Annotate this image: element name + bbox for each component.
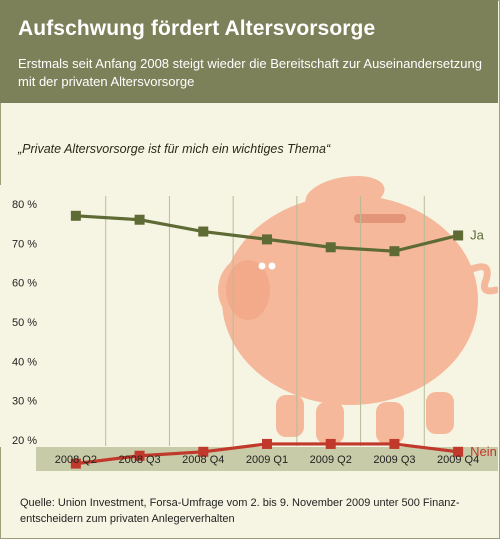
x-tick-label: 2009 Q4: [437, 454, 479, 466]
header-banner: Aufschwung fördert Altersvorsorge Erstma…: [0, 0, 498, 103]
data-point-ja: [134, 214, 145, 225]
data-point-nein: [389, 438, 400, 449]
y-tick-label: 70 %: [12, 238, 37, 250]
piggy-bank-illustration: [218, 175, 498, 444]
y-tick-label: 30 %: [12, 396, 37, 408]
data-point-nein: [325, 438, 336, 449]
piggy-tail: [466, 263, 498, 295]
piggy-eye-right: [268, 262, 276, 270]
piggy-leg: [276, 395, 304, 437]
x-tick-label: 2008 Q4: [182, 454, 224, 466]
data-point-ja: [198, 226, 209, 237]
data-point-nein: [70, 458, 81, 469]
x-tick-label: 2008 Q3: [118, 454, 160, 466]
x-tick-label: 2009 Q1: [246, 454, 288, 466]
y-tick-label: 40 %: [12, 356, 37, 368]
chart-quote: „Private Altersvorsorge ist für mich ein…: [18, 142, 331, 156]
y-tick-label: 80 %: [12, 199, 37, 211]
x-tick-label: 2008 Q2: [55, 454, 97, 466]
data-point-ja: [262, 234, 272, 245]
series-label-nein: Nein: [470, 444, 497, 459]
data-point-nein: [453, 446, 464, 457]
x-tick-label: 2009 Q2: [310, 454, 352, 466]
gridlines: [105, 196, 425, 446]
page-subtitle: Erstmals seit Anfang 2008 steigt wieder …: [18, 56, 482, 89]
piggy-leg: [376, 402, 404, 444]
series-labels: Ja Nein: [470, 227, 497, 458]
y-tick-label: 60 %: [12, 278, 37, 290]
series-lines: [70, 210, 464, 469]
y-axis-ticks: 80 % 70 % 60 % 50 % 40 % 30 % 20 %: [12, 199, 37, 447]
piggy-ear: [305, 175, 385, 215]
data-point-nein: [134, 450, 145, 461]
y-tick-label: 20 %: [12, 435, 37, 447]
piggy-leg: [426, 392, 454, 434]
piggy-leg: [316, 402, 344, 444]
x-axis-ticks: 2008 Q2 2008 Q3 2008 Q4 2009 Q1 2009 Q2 2009 …: [55, 454, 479, 466]
piggy-eye-left: [258, 262, 266, 270]
data-point-ja: [70, 210, 81, 221]
y-tick-label: 50 %: [12, 317, 37, 329]
x-tick-label: 2009 Q3: [373, 454, 415, 466]
data-point-ja: [389, 246, 400, 257]
piggy-snout-shade: [226, 260, 270, 320]
data-point-ja: [325, 242, 336, 253]
source-note: Quelle: Union Investment, Forsa-Umfrage …: [20, 497, 460, 525]
data-point-nein: [262, 438, 272, 449]
data-point-nein: [198, 446, 209, 457]
piggy-coin-slot: [354, 214, 406, 223]
page-title: Aufschwung fördert Altersvorsorge: [18, 17, 376, 40]
data-point-ja: [453, 230, 464, 241]
series-label-ja: Ja: [470, 227, 485, 242]
